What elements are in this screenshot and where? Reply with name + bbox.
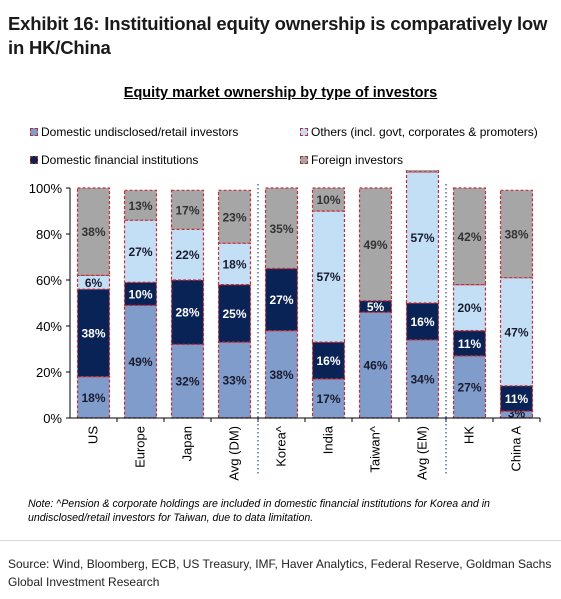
data-label: 57%: [410, 231, 434, 245]
data-label: 34%: [410, 372, 434, 386]
data-label: 46%: [363, 359, 387, 373]
bar-segment: [170, 228, 205, 281]
data-label: 38%: [504, 228, 528, 242]
bar-segment: [405, 302, 440, 341]
legend-swatch-retail: [30, 127, 38, 136]
chart-title: Equity market ownership by type of inves…: [123, 85, 438, 101]
bar-segment: [499, 277, 534, 387]
data-label: 49%: [363, 238, 387, 252]
data-label: 32%: [175, 375, 199, 389]
data-label: 16%: [410, 315, 434, 329]
y-tick-label: 40%: [36, 319, 62, 334]
x-tick-label: Korea^: [274, 425, 289, 467]
x-tick-label: Europe: [133, 426, 148, 468]
x-tick-label: Avg (EM): [415, 426, 430, 480]
data-label: 23%: [222, 210, 246, 224]
data-label: 10%: [128, 287, 152, 301]
legend-label-others: Others (incl. govt, corporates & promote…: [311, 125, 538, 139]
data-label: 57%: [316, 270, 340, 284]
data-label: 49%: [128, 355, 152, 369]
data-label: 16%: [316, 354, 340, 368]
data-label: 47%: [504, 325, 528, 339]
bar-segment: [170, 189, 205, 230]
data-label: 28%: [175, 306, 199, 320]
data-label: 33%: [222, 374, 246, 388]
y-tick-label: 0%: [43, 411, 62, 426]
data-label: 11%: [458, 337, 482, 351]
x-tick-label: Taiwan^: [368, 425, 383, 472]
source-text: Source: Wind, Bloomberg, ECB, US Treasur…: [8, 557, 552, 589]
data-label: 6%: [85, 276, 103, 290]
data-label: 17%: [175, 203, 199, 217]
chart-note: Note: ^Pension & corporate holdings are …: [28, 498, 490, 524]
bar-segment: [311, 341, 346, 380]
bar-segment: [358, 187, 393, 302]
data-label: 20%: [457, 301, 481, 315]
data-label: 27%: [457, 380, 481, 394]
bar-segment: [405, 171, 440, 304]
y-tick-label: 60%: [36, 273, 62, 288]
legend-item-foreign: Foreign investors: [300, 152, 403, 168]
bar-segment: [76, 187, 111, 277]
legend-swatch-dfi: [30, 155, 38, 164]
bar-segment: [499, 189, 534, 279]
bar-segment: [123, 219, 158, 283]
x-tick-label: HK: [462, 426, 477, 444]
legend-swatch-foreign: [300, 155, 308, 164]
bar-segment: [311, 187, 346, 212]
bar-segment: [123, 304, 158, 419]
divider: [0, 540, 561, 541]
y-tick-label: 20%: [36, 365, 62, 380]
data-label: 18%: [81, 391, 105, 405]
bar-segment: [123, 189, 158, 221]
data-label: 5%: [367, 300, 385, 314]
data-label: 25%: [222, 307, 246, 321]
legend-swatch-others: [300, 127, 308, 136]
exhibit-title: Exhibit 16: Instituitional equity owners…: [8, 13, 548, 58]
x-tick-label: China A: [509, 426, 524, 472]
data-label: 27%: [128, 245, 152, 259]
bar-segment: [358, 311, 393, 419]
bar-segment: [405, 339, 440, 419]
bar-segment: [217, 189, 252, 244]
bar-segment: [452, 283, 487, 332]
legend-label-foreign: Foreign investors: [311, 153, 404, 167]
bar-segment: [499, 385, 534, 412]
data-label: 38%: [81, 326, 105, 340]
y-tick-label: 100%: [29, 181, 63, 196]
data-label: 22%: [175, 248, 199, 262]
data-label: 18%: [222, 257, 246, 271]
data-label: 42%: [457, 230, 481, 244]
data-label: 38%: [269, 368, 293, 382]
bar-segment: [452, 187, 487, 286]
data-label: 13%: [128, 199, 152, 213]
legend-item-dfi: Domestic financial institutions: [30, 152, 198, 168]
data-label: 17%: [316, 392, 340, 406]
data-label: 27%: [269, 293, 293, 307]
x-tick-label: India: [321, 425, 336, 454]
legend-label-retail: Domestic undisclosed/retail investors: [41, 125, 239, 139]
data-label: 38%: [81, 225, 105, 239]
data-label: 35%: [269, 222, 293, 236]
bar-segment: [264, 187, 299, 270]
x-tick-label: Avg (DM): [227, 426, 242, 481]
bar-segment: [264, 267, 299, 332]
y-tick-label: 80%: [36, 227, 62, 242]
data-label: 10%: [316, 193, 340, 207]
bar-segment: [405, 170, 440, 173]
x-tick-label: Japan: [180, 426, 195, 461]
legend-label-dfi: Domestic financial institutions: [41, 153, 199, 167]
bar-segment: [217, 283, 252, 343]
bar-segment: [217, 242, 252, 286]
x-tick-label: US: [86, 426, 101, 444]
data-label: 11%: [505, 392, 529, 406]
stacked-bar-chart: 0% 20% 40% 60% 80% 100% 18% 38% 6% 38% US 49% 10% 27%…: [29, 170, 541, 481]
legend-item-others: Others (incl. govt, corporates & promote…: [300, 124, 538, 140]
legend-item-retail: Domestic undisclosed/retail investors: [30, 124, 238, 140]
